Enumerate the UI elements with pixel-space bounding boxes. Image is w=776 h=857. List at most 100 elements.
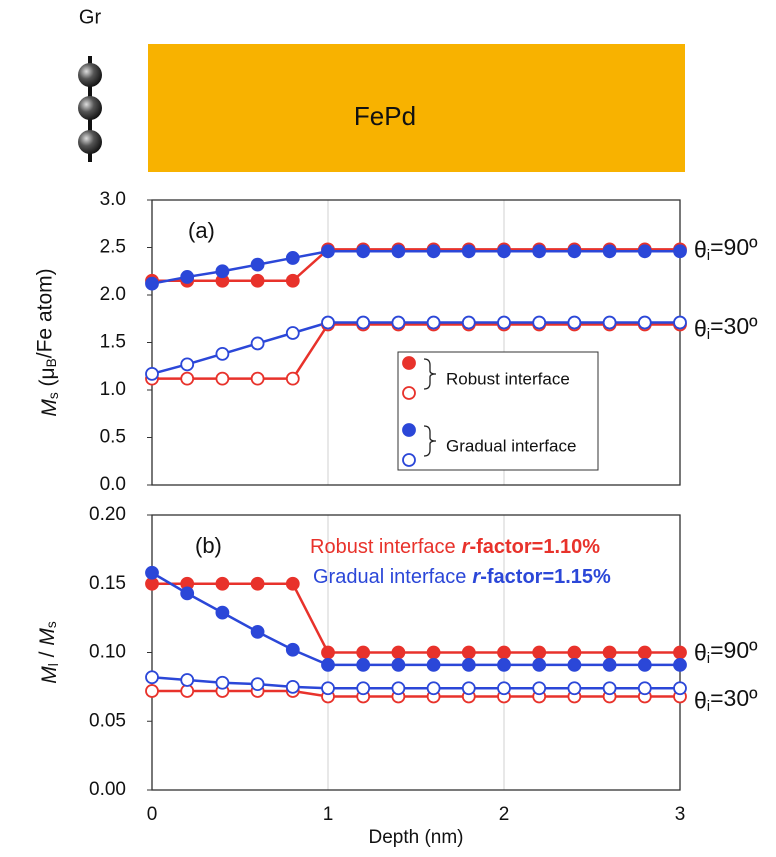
theta-label: θi=90º [694,234,758,264]
data-point [145,684,159,698]
y-tick-label: 0.5 [100,427,126,448]
legend-marker [402,386,416,400]
legend-label: Gradual interface [446,436,576,455]
data-point [356,657,371,672]
data-point [180,673,195,687]
data-point [391,681,406,696]
data-point [180,270,195,284]
data-point [145,670,159,685]
data-point [180,357,195,372]
r-factor-note: Robust interface r-factor=1.10% [310,536,600,558]
x-tick-label: 0 [147,804,158,825]
note-r: r [472,566,481,588]
data-point [215,576,230,591]
data-point [637,244,652,259]
series-line [152,323,680,380]
data-point [215,675,230,690]
text-part: l [46,663,61,666]
text-part: B [43,358,58,367]
data-point [215,605,230,620]
y-tick-label: 1.5 [100,332,126,353]
x-tick-label: 3 [675,804,686,825]
text-part: i [707,326,710,343]
data-point [567,244,582,259]
series-line [152,689,680,698]
text-part: =30º [710,313,758,339]
legend-label: Robust interface [446,369,570,388]
data-point [250,677,265,692]
data-point [215,371,230,386]
legend-brace [423,425,437,457]
text-part: i [707,698,710,715]
data-point [426,244,441,259]
y-tick-label: 0.00 [89,779,126,800]
data-point [321,681,335,696]
y-tick-label: 0.05 [89,710,126,731]
data-point [145,366,159,381]
data-point [356,315,371,330]
series-line [152,582,680,654]
data-point [673,681,687,696]
data-point [567,681,582,696]
data-point [250,371,265,386]
fepd-layer [148,44,685,172]
gr-label: Gr [79,6,102,28]
text-part: s [43,621,58,628]
series-line [151,676,680,690]
data-point [567,645,582,660]
text-part: i [707,247,710,264]
text-part: =90º [710,637,758,663]
data-point [285,371,300,386]
data-point [461,681,476,696]
data-point [637,657,652,672]
text-part: s [46,392,61,399]
data-point [356,645,371,660]
text-part: /Fe atom) [33,268,56,358]
data-point [285,273,300,288]
x-tick-label: 1 [323,804,334,825]
data-point [426,315,441,330]
data-point [461,244,476,259]
note-r: r [462,536,471,558]
data-point [602,244,617,259]
data-point [321,645,335,660]
data-point [426,645,441,660]
data-point [285,642,300,657]
note-value: -factor=1.15% [480,566,611,588]
data-point [285,326,300,340]
data-point [356,244,371,259]
y-tick-label: 3.0 [100,189,126,210]
data-point [497,244,511,259]
gr-atom [78,96,102,120]
data-point [215,264,230,279]
data-point [285,251,300,265]
x-axis-label: Depth (nm) [368,827,463,848]
legend-box [397,351,599,471]
data-point [673,315,687,330]
text-part: (μ [35,367,58,392]
data-point [461,315,476,330]
data-point [637,645,652,660]
data-point [285,576,300,591]
data-point [567,657,582,672]
r-factor-note: Gradual interface r-factor=1.15% [313,566,611,588]
data-point [497,657,511,672]
data-point [321,244,335,259]
data-point [426,681,441,696]
data-point [461,657,476,672]
data-point [250,576,265,591]
text-part: / [35,646,58,664]
y-tick-label: 0.20 [89,504,126,525]
data-point [532,681,547,696]
data-point [250,624,265,639]
text-part: =90º [710,234,758,260]
data-point [673,244,687,259]
data-point [637,315,652,330]
data-point [673,645,687,660]
data-point [532,244,547,259]
legend-brace [423,358,437,390]
data-point [602,681,617,696]
data-point [145,276,159,291]
y-tick-label: 0.10 [89,642,126,663]
legend-marker [402,356,416,370]
